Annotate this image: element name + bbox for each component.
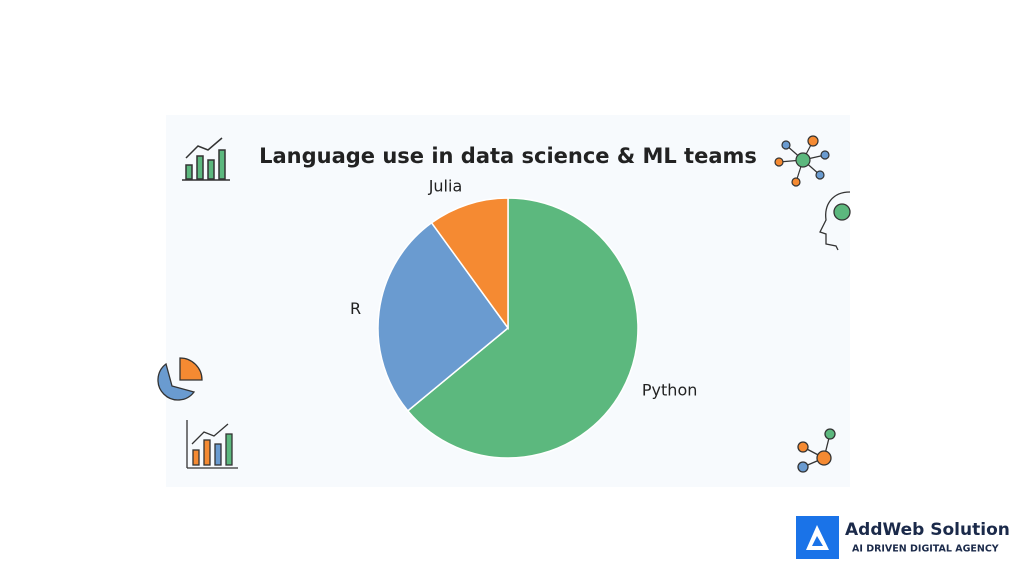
slice-label: R: [350, 299, 361, 318]
pie-slice: [377, 221, 510, 412]
pie-slice: [430, 197, 509, 331]
icon-network: [774, 135, 830, 187]
icon-pie: [157, 357, 203, 401]
logo: [796, 516, 839, 559]
slice-label: Julia: [428, 177, 463, 196]
brand-tagline: AI DRIVEN DIGITAL AGENCY: [852, 544, 999, 555]
slice-label: Python: [642, 381, 697, 400]
icon-nodes: [797, 428, 836, 473]
icon-bar-chart: [182, 137, 230, 181]
chart-title: Language use in data science & ML teams: [259, 144, 757, 168]
icon-head: [819, 191, 851, 251]
brand-name: AddWeb Solution: [845, 520, 1010, 540]
icon-bar-chart-2: [186, 420, 238, 469]
pie-slice: [406, 197, 639, 459]
